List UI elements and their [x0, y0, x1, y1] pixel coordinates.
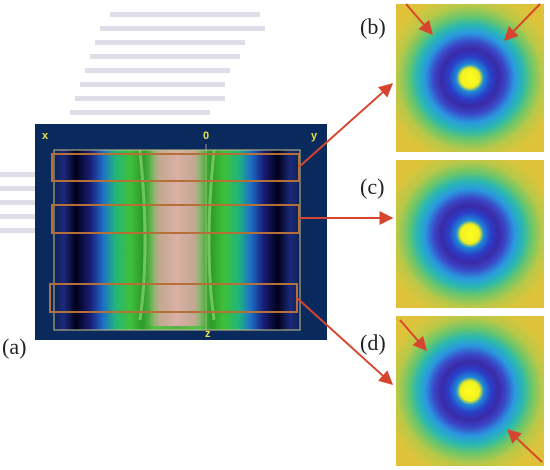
- arrow-to-d: [296, 297, 394, 385]
- axis-x-label: x: [42, 130, 49, 142]
- pointer-arrow-b-left: [405, 3, 433, 36]
- pointer-arrow-d-left: [399, 319, 427, 352]
- arrow-to-b: [298, 83, 394, 168]
- connector-arrows: [296, 83, 394, 385]
- axis-origin-label: 0: [203, 130, 209, 142]
- cross-section-b: [396, 4, 544, 152]
- panel-a-label: (a): [2, 334, 26, 359]
- cross-section-c: [396, 160, 544, 308]
- axis-z-label: z: [205, 328, 211, 340]
- beam-streak-right: [207, 149, 216, 321]
- side-view-inner-border: [53, 149, 301, 331]
- beam-streak-left: [138, 149, 147, 321]
- panel-c: (c): [360, 160, 544, 308]
- pointer-arrow-b-right: [504, 3, 541, 42]
- panel-d: (d): [360, 316, 544, 466]
- pointer-arrow-d-right: [506, 429, 543, 463]
- panel-b: (b): [360, 3, 544, 152]
- central-beam: [148, 150, 206, 326]
- panel-a: x 0 y z (a): [2, 124, 327, 359]
- panel-d-label: (d): [360, 330, 386, 355]
- slice-box-top: [51, 153, 300, 182]
- panel-c-label: (c): [360, 174, 384, 199]
- background-faded-text: [0, 12, 265, 233]
- axis-y-label: y: [311, 130, 318, 142]
- panel-b-label: (b): [360, 14, 386, 39]
